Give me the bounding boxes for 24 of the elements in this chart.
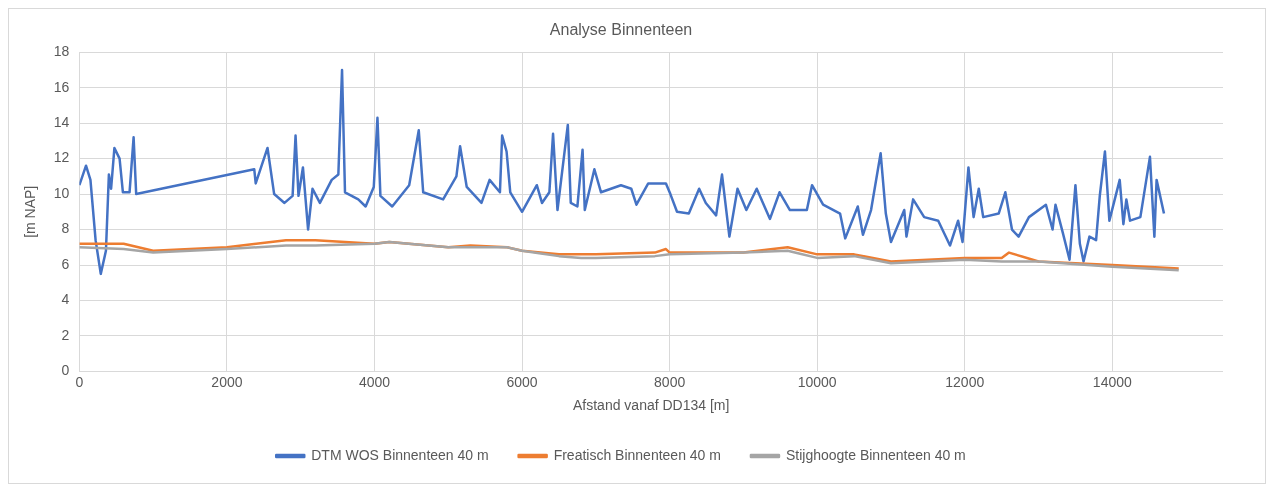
x-tick-label: 0 xyxy=(75,373,84,390)
x-tick-label: 6000 xyxy=(506,373,538,390)
y-tick-label: 0 xyxy=(61,362,70,379)
y-tick-label: 2 xyxy=(61,326,70,343)
legend-label: Freatisch Binnenteen 40 m xyxy=(553,446,721,463)
y-tick-label: 12 xyxy=(53,149,70,166)
y-tick-label: 10 xyxy=(53,184,70,201)
y-tick-label: 6 xyxy=(61,255,70,272)
x-tick-label: 10000 xyxy=(797,373,837,390)
x-tick-label: 4000 xyxy=(358,373,391,390)
y-axis-title: [m NAP] xyxy=(22,185,39,238)
y-tick-label: 4 xyxy=(61,291,70,308)
y-tick-label: 14 xyxy=(53,113,70,130)
y-tick-label: 8 xyxy=(61,220,70,237)
x-tick-label: 12000 xyxy=(945,373,985,390)
legend-label: Stijghoogte Binnenteen 40 m xyxy=(785,446,966,463)
x-tick-label: 14000 xyxy=(1092,373,1132,390)
x-tick-label: 8000 xyxy=(654,373,686,390)
x-axis-title: Afstand vanaf DD134 [m] xyxy=(572,397,730,414)
legend-label: DTM WOS Binnenteen 40 m xyxy=(311,446,489,463)
y-tick-label: 18 xyxy=(53,43,70,60)
x-tick-label: 2000 xyxy=(211,373,243,390)
y-tick-label: 16 xyxy=(53,78,70,95)
chart-title: Analyse Binnenteen xyxy=(549,21,693,39)
